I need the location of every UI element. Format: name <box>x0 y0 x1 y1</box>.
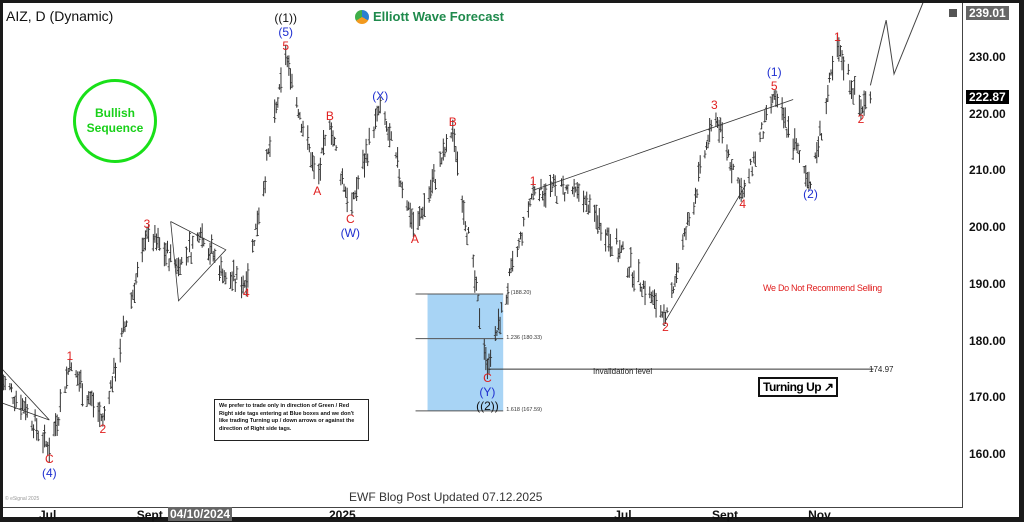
fib-label: 1 (188.20) <box>506 290 532 297</box>
wave-label: C <box>483 370 492 385</box>
x-tick-label: Nov <box>808 508 831 522</box>
wave-label: 1 <box>833 29 841 44</box>
plot-area: C (4) 1 2 3 4 5 (5) ((1)) A B C (W) (X) A B C (Y) ((2)) 1 2 3… <box>3 3 963 508</box>
x-tick-label: Sept <box>136 508 163 522</box>
high-price-tag: 239.01 <box>966 6 1009 20</box>
fib-label: 1.618 (167.59) <box>506 406 542 413</box>
invalidation-value-label: 174.97 <box>869 365 894 375</box>
x-tick-label: Jul <box>39 508 57 522</box>
wave-label: 1 <box>529 174 537 189</box>
wave-label: (4) <box>41 466 57 480</box>
wave-label: A <box>313 183 322 198</box>
x-tick-label: Jul <box>614 508 632 522</box>
wave-label: 1 <box>66 348 74 363</box>
turning-up-badge: Turning Up ↗ <box>758 377 839 397</box>
wave-label: 4 <box>242 285 250 300</box>
trading-note: We prefer to trade only in direction of … <box>214 399 369 441</box>
wave-label: B <box>325 109 334 124</box>
y-tick-label: 190.00 <box>969 276 1006 291</box>
y-tick-label: 220.00 <box>969 106 1006 121</box>
trend-line <box>665 184 747 321</box>
y-tick-label: 200.00 <box>969 220 1006 235</box>
projection-path <box>869 3 924 86</box>
trend-line <box>170 221 227 302</box>
wave-label: 5 <box>282 39 290 54</box>
x-tick-label: 2025 <box>328 508 356 522</box>
wave-label: ((2)) <box>476 398 499 413</box>
wave-label: A <box>410 231 419 246</box>
x-tick-label: Sept <box>711 508 738 522</box>
invalidation-label: Invalidation level <box>593 367 653 377</box>
last-price-tag: 222.87 <box>966 90 1009 104</box>
wave-label: (W) <box>340 226 360 241</box>
bullish-sequence-badge: Bullish Sequence <box>73 79 157 163</box>
wave-label: B <box>448 114 457 129</box>
y-tick-label: 180.00 <box>969 333 1006 348</box>
wave-label: C <box>345 212 355 227</box>
chart-svg <box>3 3 924 463</box>
settings-icon[interactable] <box>949 9 957 17</box>
wave-label: (Y) <box>479 384 496 399</box>
y-tick-label: 160.00 <box>969 446 1006 461</box>
no-sell-notice: We Do Not Recommend Selling <box>763 283 882 293</box>
wave-label: 2 <box>662 319 669 334</box>
wave-label: 2 <box>99 421 107 436</box>
chart-frame: C (4) 1 2 3 4 5 (5) ((1)) A B C (W) (X) A B C (Y) ((2)) 1 2 3… <box>3 3 1019 522</box>
wave-label: 4 <box>739 196 747 211</box>
wave-label: (5) <box>278 25 294 40</box>
wave-label: 3 <box>143 216 151 231</box>
ewf-logo-icon <box>355 9 369 24</box>
blog-update-text: EWF Blog Post Updated 07.12.2025 <box>349 490 543 504</box>
wave-label: 2 <box>857 111 865 126</box>
wave-label: 5 <box>770 78 778 93</box>
fib-label: 1.236 (180.33) <box>506 334 542 341</box>
y-tick-label: 230.00 <box>969 50 1006 64</box>
brand-name: Elliott Wave Forecast <box>373 9 504 24</box>
copyright: © eSignal 2025 <box>5 496 40 502</box>
wave-label: 3 <box>711 97 718 112</box>
wave-label: (1) <box>766 64 782 79</box>
y-tick-label: 210.00 <box>969 163 1006 178</box>
wave-label: ((1)) <box>274 11 298 26</box>
wave-label: (X) <box>372 89 389 104</box>
badge-line1: Bullish <box>94 106 135 120</box>
wave-label: C <box>44 452 54 466</box>
cursor-date-label: 04/10/2024 <box>168 507 233 521</box>
brand-logo: Elliott Wave Forecast <box>355 9 504 24</box>
chart-title: AIZ, D (Dynamic) <box>6 8 114 24</box>
wave-label: (2) <box>803 187 818 202</box>
trend-line <box>533 99 794 191</box>
y-tick-label: 170.00 <box>969 390 1006 405</box>
badge-line2: Sequence <box>86 121 144 135</box>
trend-line <box>3 369 50 421</box>
